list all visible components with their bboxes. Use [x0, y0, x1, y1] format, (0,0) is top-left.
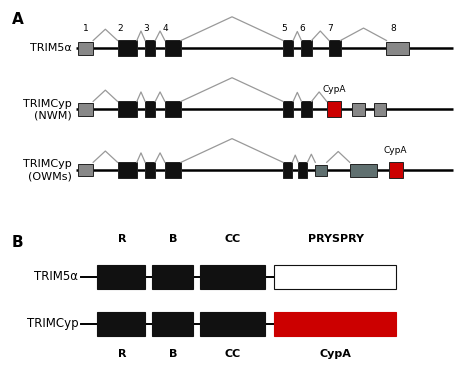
Text: 7: 7	[327, 24, 333, 33]
Text: CypA: CypA	[320, 349, 352, 359]
Text: 3: 3	[143, 24, 149, 33]
Bar	[97, 312, 145, 336]
Bar	[152, 265, 193, 289]
Bar	[386, 42, 410, 54]
Text: CypA: CypA	[384, 146, 408, 155]
Text: B: B	[169, 234, 177, 244]
Text: 5: 5	[281, 24, 287, 33]
Bar	[327, 102, 341, 117]
Text: 8: 8	[391, 24, 396, 33]
Text: R: R	[118, 349, 127, 359]
Bar	[283, 102, 293, 117]
Text: PRYSPRY: PRYSPRY	[308, 234, 364, 244]
Text: CC: CC	[224, 234, 241, 244]
Bar	[97, 265, 145, 289]
Text: R: R	[118, 234, 127, 244]
Bar	[389, 162, 402, 178]
Text: B: B	[169, 349, 177, 359]
Text: A: A	[12, 12, 24, 27]
Text: B: B	[12, 235, 23, 250]
Bar	[315, 165, 327, 176]
Bar	[145, 40, 155, 56]
Text: CypA: CypA	[322, 85, 346, 94]
Bar	[352, 103, 365, 116]
Bar	[78, 42, 93, 54]
Text: TRIM5α: TRIM5α	[35, 270, 78, 284]
Bar	[301, 40, 311, 56]
Bar	[165, 40, 181, 56]
Text: 6: 6	[300, 24, 305, 33]
Bar	[274, 265, 396, 289]
Bar	[274, 312, 396, 336]
Bar	[118, 102, 137, 117]
Text: CC: CC	[224, 349, 241, 359]
Bar	[301, 102, 311, 117]
Text: 4: 4	[163, 24, 169, 33]
Bar	[298, 162, 308, 178]
Bar	[374, 103, 386, 116]
Text: 1: 1	[83, 24, 89, 33]
Text: 2: 2	[117, 24, 123, 33]
Bar	[165, 162, 181, 178]
Bar	[283, 162, 292, 178]
Bar	[201, 312, 264, 336]
Bar	[283, 40, 293, 56]
Bar	[78, 164, 93, 177]
Bar	[118, 40, 137, 56]
Bar	[201, 265, 264, 289]
Text: TRIM5α: TRIM5α	[30, 44, 72, 53]
Bar	[152, 312, 193, 336]
Bar	[329, 40, 340, 56]
Bar	[118, 162, 137, 178]
Bar	[165, 102, 181, 117]
Bar	[145, 162, 155, 178]
Bar	[145, 102, 155, 117]
Bar	[350, 164, 377, 177]
Bar	[78, 103, 93, 116]
Text: TRIMCyp
(OWMs): TRIMCyp (OWMs)	[23, 159, 72, 181]
Text: TRIMCyp
(NWM): TRIMCyp (NWM)	[23, 98, 72, 120]
Text: TRIMCyp: TRIMCyp	[27, 317, 78, 330]
